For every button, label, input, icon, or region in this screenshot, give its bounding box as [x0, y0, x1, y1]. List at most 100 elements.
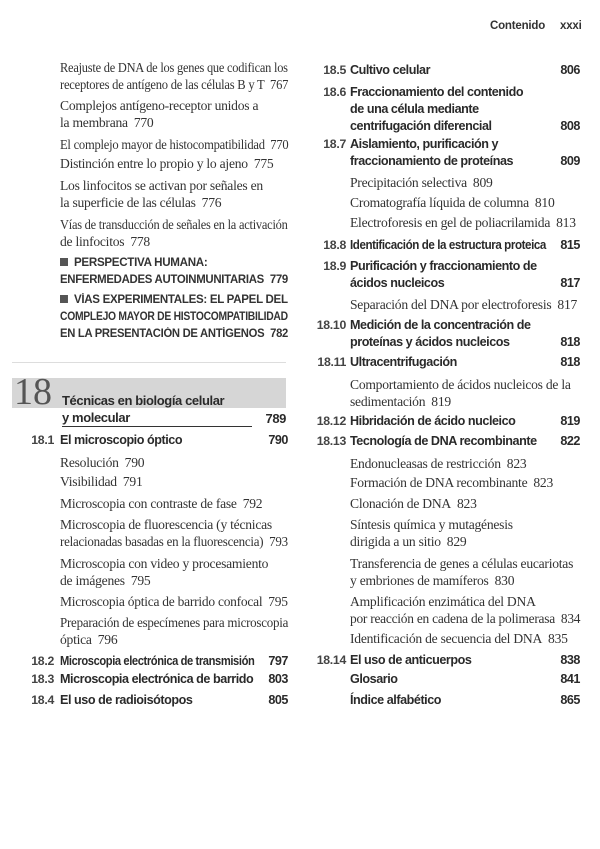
toc-entry[interactable]: Separación del DNA por electroforesis 817	[350, 296, 580, 313]
toc-entry[interactable]: Microscopia óptica de barrido confocal 79…	[60, 593, 288, 610]
toc-entry-line-content: Complejos antígeno-receptor unidos a	[60, 97, 259, 114]
toc-entry[interactable]: Formación de DNA recombinante 823	[350, 474, 580, 491]
toc-entry-line-content: Cromatografía líquida de columna 810	[350, 194, 555, 211]
toc-entry[interactable]: Cultivo celular 806	[350, 62, 580, 79]
toc-entry-line: Cultivo celular	[350, 62, 580, 79]
section-number: 18.3	[31, 672, 54, 686]
toc-entry[interactable]: El complejo mayor de histocompatibilidad…	[60, 136, 289, 153]
toc-entry-line-content: la superficie de las células 776	[60, 194, 222, 211]
toc-entry[interactable]: El uso de anticuerpos 838	[350, 652, 580, 669]
toc-entry[interactable]: Clonación de DNA 823	[350, 495, 580, 512]
toc-entry-text: por reacción en cadena de la polimerasa	[350, 611, 555, 626]
toc-entry-line: fraccionamiento de proteínas	[350, 153, 580, 170]
toc-entry[interactable]: Cromatografía líquida de columna 810	[350, 194, 580, 211]
toc-entry[interactable]: Tecnología de DNA recombinante 822	[350, 433, 580, 450]
toc-entry-line: Complejos antígeno-receptor unidos a	[60, 97, 288, 114]
toc-entry[interactable]: El uso de radioisótopos 805	[60, 692, 288, 709]
toc-entry[interactable]: Endonucleasas de restricción 823	[350, 455, 580, 472]
section-number: 18.7	[323, 137, 346, 151]
toc-entry-text: Microscopia óptica de barrido confocal	[60, 594, 263, 609]
toc-page-number: 822	[560, 434, 580, 448]
toc-entry-text: Microscopia de fluorescencia (y técnicas	[60, 517, 272, 532]
section-number: 18.11	[317, 355, 346, 369]
toc-entry[interactable]: Identificación de la estructura proteica…	[350, 237, 580, 254]
toc-entry[interactable]: Precipitación selectiva 809	[350, 174, 580, 191]
toc-entry[interactable]: Microscopia de fluorescencia (y técnicas…	[60, 516, 288, 550]
toc-entry-line: Fraccionamiento del contenido	[350, 84, 580, 101]
toc-page-number: 817	[557, 297, 578, 312]
toc-entry[interactable]: Microscopia con video y procesamiento de …	[60, 555, 288, 589]
section-number: 18.12	[316, 414, 347, 428]
toc-entry[interactable]: Preparación de especímenes para microsco…	[60, 614, 288, 648]
toc-entry[interactable]: Microscopia electrónica de barrido 803	[60, 671, 288, 688]
toc-entry[interactable]: Microscopia con contraste de fase 792	[60, 495, 288, 512]
toc-page-number: 865	[560, 693, 580, 707]
toc-entry[interactable]: Índice alfabético 865	[350, 692, 580, 709]
toc-page-number: 806	[560, 63, 580, 77]
toc-entry-text: de una célula mediante	[350, 102, 479, 116]
toc-entry[interactable]: Vías de transducción de señales en la ac…	[60, 216, 288, 250]
toc-entry-line-content: Medición de la concentración de	[350, 317, 531, 334]
toc-entry-line: Precipitación selectiva 809	[350, 174, 580, 191]
toc-entry[interactable]: Distinción entre lo propio y lo ajeno 775	[60, 155, 288, 172]
toc-entry-line-content: de imágenes 795	[60, 572, 151, 589]
toc-entry-text: Tecnología de DNA recombinante	[350, 434, 537, 448]
toc-entry[interactable]: Amplificación enzimática del DNA por reac…	[350, 593, 581, 627]
toc-entry-text: El uso de anticuerpos	[350, 653, 472, 667]
toc-page-number: 818	[560, 335, 580, 349]
section-number: 18.9	[323, 259, 346, 273]
toc-entry[interactable]: Reajuste de DNA de los genes que codific…	[60, 59, 288, 93]
section-number: 18.14	[316, 653, 347, 667]
toc-entry[interactable]: Glosario 841	[350, 671, 580, 688]
toc-entry[interactable]: Complejos antígeno-receptor unidos a la m…	[60, 97, 288, 131]
toc-entry[interactable]: VÍAS EXPERIMENTALES: EL PAPEL DEL COMPLEJ…	[60, 291, 288, 342]
toc-entry[interactable]: Microscopia electrónica de transmisión 79…	[60, 653, 288, 670]
toc-entry-text: Identificación de la estructura proteica	[350, 238, 546, 252]
toc-entry[interactable]: Purificación y fraccionamiento de ácidos …	[350, 258, 580, 292]
toc-entry-text: Endonucleasas de restricción	[350, 456, 501, 471]
chapter-title[interactable]: Técnicas en biología celular y molecular…	[62, 392, 286, 427]
toc-entry-text: Comportamiento de ácidos nucleicos de la	[350, 377, 571, 392]
toc-entry-line-content: Distinción entre lo propio y lo ajeno 775	[60, 155, 274, 172]
toc-entry[interactable]: Medición de la concentración de proteínas…	[350, 317, 580, 351]
toc-entry-line-content: El uso de anticuerpos	[350, 652, 472, 669]
toc-entry[interactable]: Síntesis química y mutagénesis dirigida a…	[350, 516, 580, 550]
toc-page-number: 809	[560, 154, 580, 168]
toc-entry[interactable]: Identificación de secuencia del DNA 835	[350, 630, 580, 647]
toc-entry-text: Hibridación de ácido nucleico	[350, 414, 516, 428]
toc-page-number: 819	[560, 414, 580, 428]
toc-entry[interactable]: Comportamiento de ácidos nucleicos de la…	[350, 376, 580, 410]
toc-entry-line: Microscopia con video y procesamiento	[60, 555, 288, 572]
toc-entry[interactable]: Electroforesis en gel de poliacrilamida 8…	[350, 214, 580, 231]
toc-entry[interactable]: Ultracentrifugación 818	[350, 354, 580, 371]
toc-page-number: 823	[456, 496, 477, 511]
toc-page-number: 823	[533, 475, 553, 490]
toc-entry[interactable]: Transferencia de genes a células eucario…	[350, 555, 580, 589]
toc-entry-text: la superficie de las células	[60, 195, 196, 210]
toc-entry-line-content: fraccionamiento de proteínas	[350, 153, 514, 170]
toc-entry[interactable]: PERSPECTIVA HUMANA: ENFERMEDADES AUTOINMU…	[60, 254, 288, 288]
toc-entry-line-content: de una célula mediante	[350, 101, 479, 118]
toc-entry-text: Amplificación enzimática del DNA	[350, 594, 536, 609]
toc-page-number: 770	[133, 115, 154, 130]
toc-entry-text: óptica	[60, 632, 92, 647]
section-number: 18.13	[316, 434, 347, 448]
toc-page-number: 796	[97, 632, 118, 647]
toc-entry-text: relacionadas basadas en la fluorescencia…	[60, 534, 264, 549]
toc-entry-line: de linfocitos 778	[60, 233, 288, 250]
toc-entry-text: COMPLEJO MAYOR DE HISTOCOMPATIBILIDAD	[60, 310, 288, 323]
toc-entry[interactable]: Aislamiento, purificación y fraccionamien…	[350, 136, 580, 170]
toc-entry-line-content: Microscopia con contraste de fase 792	[60, 495, 263, 512]
toc-entry[interactable]: Los linfocitos se activan por señales en…	[60, 177, 288, 211]
toc-entry-line: Reajuste de DNA de los genes que codific…	[60, 59, 288, 76]
toc-entry-line: El uso de radioisótopos	[60, 692, 288, 709]
toc-entry[interactable]: Fraccionamiento del contenido de una célu…	[350, 84, 580, 135]
toc-entry-line: Microscopia óptica de barrido confocal 79…	[60, 593, 288, 610]
toc-entry[interactable]: Hibridación de ácido nucleico 819	[350, 413, 580, 430]
toc-entry[interactable]: El microscopio óptico 790	[60, 432, 288, 449]
toc-entry-text: Identificación de secuencia del DNA	[350, 631, 543, 646]
toc-entry[interactable]: Visibilidad 791	[60, 473, 288, 490]
toc-entry-line-content: Tecnología de DNA recombinante	[350, 433, 537, 450]
toc-page-number: 834	[560, 611, 581, 626]
toc-entry[interactable]: Resolución 790	[60, 454, 288, 471]
